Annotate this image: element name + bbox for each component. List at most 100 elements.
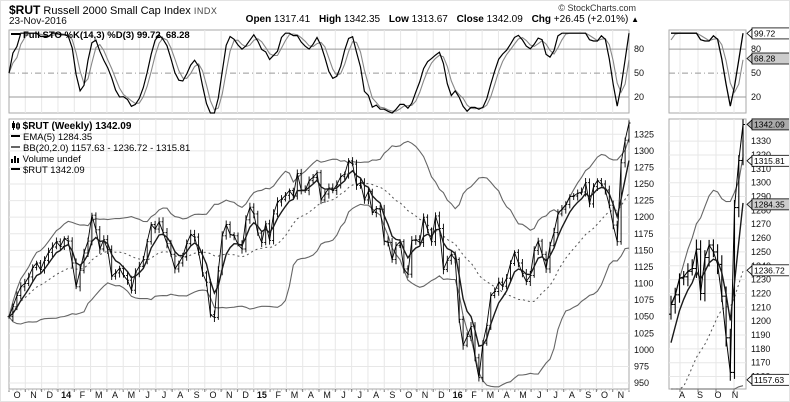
svg-text:A: A [112,390,118,400]
svg-text:J: J [145,390,150,400]
line-swatch-icon [11,146,20,149]
svg-text:O: O [209,390,216,400]
svg-text:M: M [95,390,103,400]
svg-text:A: A [504,390,510,400]
svg-text:1275: 1275 [634,162,654,172]
svg-text:1025: 1025 [634,328,654,338]
svg-text:50: 50 [751,68,761,78]
candlestick-icon [12,121,20,130]
svg-text:1157.63: 1157.63 [754,375,784,385]
svg-text:A: A [679,390,685,400]
svg-text:1284.35: 1284.35 [754,199,785,209]
svg-text:1342.09: 1342.09 [754,119,785,129]
svg-text:1100: 1100 [634,279,653,289]
high-value: 1342.35 [343,14,381,25]
stochastic-legend-text: Full STO %K(14,3) %D(3) 99.72, 68.28 [23,30,190,41]
mini-stochastic-series [670,32,744,107]
svg-text:1330: 1330 [751,136,771,146]
exchange-label: INDX [193,6,218,16]
quote-line: Open 1317.41 High 1342.35 Low 1313.67 Cl… [240,14,639,25]
svg-text:1220: 1220 [751,288,771,298]
svg-text:1300: 1300 [634,146,654,156]
volume-legend-text: Volume undef [22,154,81,165]
svg-text:1200: 1200 [634,212,654,222]
svg-text:1260: 1260 [751,233,771,243]
svg-text:M: M [291,390,299,400]
svg-text:1315.81: 1315.81 [754,156,785,166]
x-axis-ticks [8,389,735,392]
svg-text:1280: 1280 [751,205,771,215]
axis-labels: 80 80 50 50 20 20 1325 1300 1275 1250 1225 1200 1175… [14,44,771,400]
svg-text:1000: 1000 [634,345,654,355]
svg-text:1250: 1250 [634,179,654,189]
svg-text:J: J [537,390,542,400]
rut-legend-text: $RUT 1342.09 [23,165,85,176]
ema-legend-row: EMA(5) 1284.35 [11,132,190,143]
svg-text:D: D [438,390,445,400]
svg-text:1190: 1190 [751,330,770,340]
svg-text:J: J [553,390,558,400]
symbol: $RUT [9,3,41,17]
svg-text:68.28: 68.28 [754,54,776,64]
svg-text:1300: 1300 [751,178,771,188]
svg-text:F: F [275,390,281,400]
svg-text:1236.72: 1236.72 [754,265,785,275]
svg-text:O: O [14,390,21,400]
price-legend: $RUT (Weekly) 1342.09 EMA(5) 1284.35 BB(… [11,121,190,176]
svg-text:1150: 1150 [634,245,653,255]
close-value: 1342.09 [486,14,523,25]
line-swatch-icon [11,168,20,171]
stochastic-legend: Full STO %K(14,3) %D(3) 99.72, 68.28 [11,30,190,41]
bb-legend-text: BB(20,2.0) 1157.63 - 1236.72 - 1315.81 [23,143,191,154]
svg-text:16: 16 [453,390,463,400]
svg-text:1200: 1200 [751,316,771,326]
svg-text:A: A [569,390,575,400]
svg-text:S: S [389,390,395,400]
svg-text:A: A [308,390,314,400]
svg-text:F: F [471,390,477,400]
line-swatch-icon [11,33,20,36]
svg-text:N: N [30,390,37,400]
volume-legend-row: Volume undef [11,154,190,165]
svg-text:1310: 1310 [751,164,771,174]
chart-header-title: $RUT Russell 2000 Small Cap Index INDX [9,3,217,17]
open-value: 1317.41 [274,14,311,25]
svg-text:99.72: 99.72 [754,28,776,38]
gridlines [9,30,746,389]
svg-text:1125: 1125 [634,262,653,272]
svg-text:O: O [601,390,608,400]
svg-text:80: 80 [751,44,761,54]
svg-text:M: M [519,390,527,400]
svg-text:1290: 1290 [751,192,771,202]
rut-legend-row: $RUT 1342.09 [11,165,190,176]
line-swatch-icon [11,135,20,138]
volume-icon [11,156,19,163]
svg-text:N: N [732,390,739,400]
svg-text:M: M [128,390,136,400]
svg-text:J: J [358,390,363,400]
svg-text:F: F [80,390,86,400]
symbol-name: Russell 2000 Small Cap Index [43,5,191,17]
stochastic-panel-series [8,32,630,114]
svg-text:20: 20 [634,92,644,102]
svg-text:1225: 1225 [634,196,654,206]
svg-text:1050: 1050 [634,312,654,322]
svg-text:20: 20 [751,92,761,102]
svg-text:S: S [697,390,703,400]
bb-legend-row: BB(20,2.0) 1157.63 - 1236.72 - 1315.81 [11,143,190,154]
svg-text:D: D [47,390,54,400]
svg-text:N: N [618,390,625,400]
chg-label: Chg [531,14,552,25]
svg-text:975: 975 [634,361,649,371]
close-label: Close [456,14,484,25]
price-legend-title-row: $RUT (Weekly) 1342.09 [11,121,190,132]
svg-text:A: A [177,390,183,400]
svg-text:S: S [194,390,200,400]
svg-text:950: 950 [634,378,649,388]
value-tags: 99.72 68.28 1342.09 1315.81 1284.35 1236.72 11… [746,27,789,386]
svg-text:D: D [242,390,249,400]
svg-text:1270: 1270 [751,219,771,229]
svg-text:N: N [226,390,233,400]
